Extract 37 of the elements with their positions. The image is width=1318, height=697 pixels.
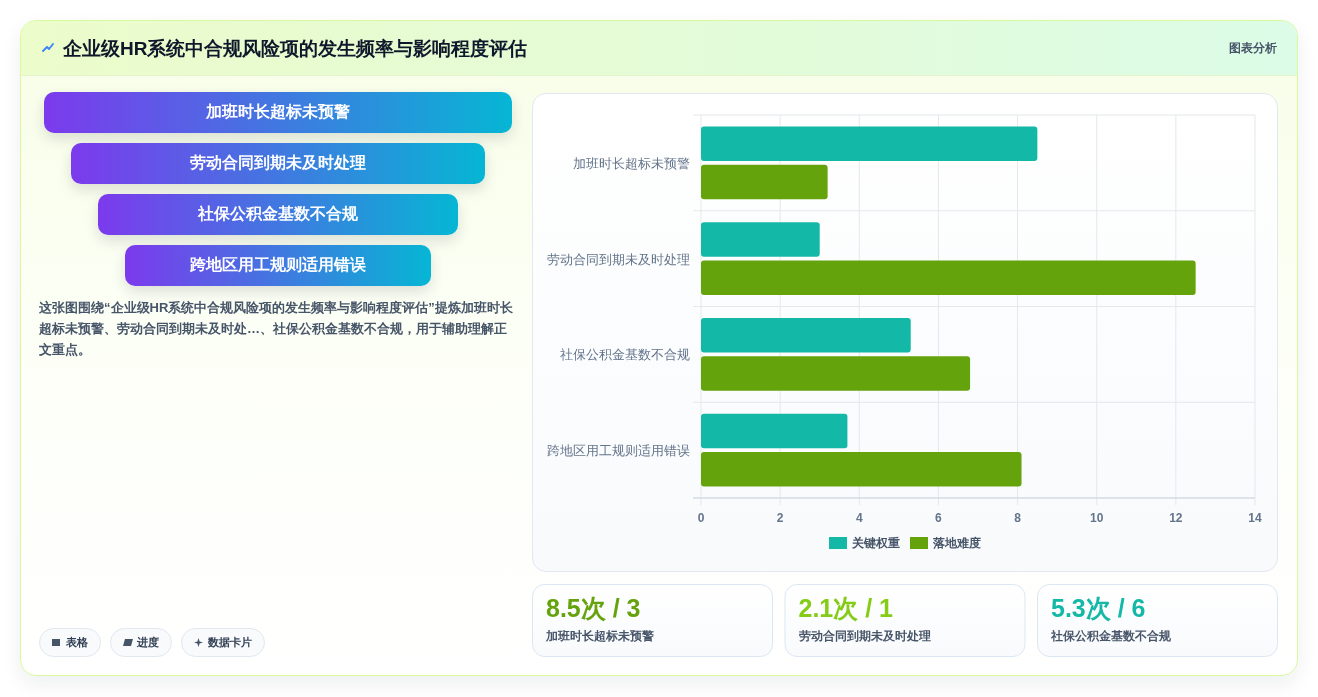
category-label: 加班时长超标未预警 bbox=[206, 102, 350, 122]
text: 进度 bbox=[137, 635, 159, 650]
y-tick-label: 跨地区用工规则适用错误 bbox=[547, 443, 690, 459]
x-tick-label: 2 bbox=[776, 511, 784, 525]
text: 企业级HR系统中合规风险项的发生频率与影响程度评估 bbox=[63, 37, 528, 61]
category-label: 劳动合同到期未及时处理 bbox=[798, 628, 931, 644]
text: 2.1次 / 1 bbox=[798, 593, 893, 623]
text: 5.3次 / 6 bbox=[1051, 593, 1146, 623]
x-tick-label: 10 bbox=[1090, 511, 1104, 525]
text: 这张图围绕“企业级HR系统中合规风险项的发生频率与影响程度评估”提炼加班时长超标未预警、劳动合同到期未及时处…、社保公积金基数不合规，用于辅助理解正文重点。 bbox=[39, 300, 513, 357]
bar bbox=[701, 164, 828, 200]
bar bbox=[701, 452, 1022, 487]
text: 表格 bbox=[66, 635, 88, 650]
bar bbox=[701, 317, 911, 353]
bar bbox=[701, 413, 848, 449]
text: 图表分析 bbox=[1228, 40, 1277, 56]
x-tick-label: 0 bbox=[697, 511, 705, 525]
y-tick-label: 劳动合同到期未及时处理 bbox=[547, 251, 690, 267]
legend-label: 关键权重 bbox=[851, 536, 900, 550]
text: 8.5次 / 3 bbox=[546, 593, 641, 623]
y-tick-label: 加班时长超标未预警 bbox=[573, 155, 690, 171]
bar bbox=[701, 222, 820, 257]
x-tick-label: 4 bbox=[855, 511, 863, 525]
bar bbox=[701, 356, 971, 391]
x-tick-label: 14 bbox=[1248, 511, 1262, 525]
x-tick-label: 12 bbox=[1169, 511, 1183, 525]
x-tick-label: 6 bbox=[935, 511, 943, 525]
category-label: 跨地区用工规则适用错误 bbox=[190, 255, 366, 275]
x-tick-label: 8 bbox=[1014, 511, 1022, 525]
bar bbox=[701, 260, 1196, 296]
category-label: 劳动合同到期未及时处理 bbox=[190, 153, 366, 173]
text: 数据卡片 bbox=[208, 635, 252, 650]
category-label: 社保公积金基数不合规 bbox=[198, 204, 358, 224]
bar bbox=[701, 126, 1038, 161]
y-tick-label: 社保公积金基数不合规 bbox=[560, 347, 690, 363]
category-label: 社保公积金基数不合规 bbox=[1051, 628, 1171, 644]
legend-label: 落地难度 bbox=[932, 536, 981, 550]
